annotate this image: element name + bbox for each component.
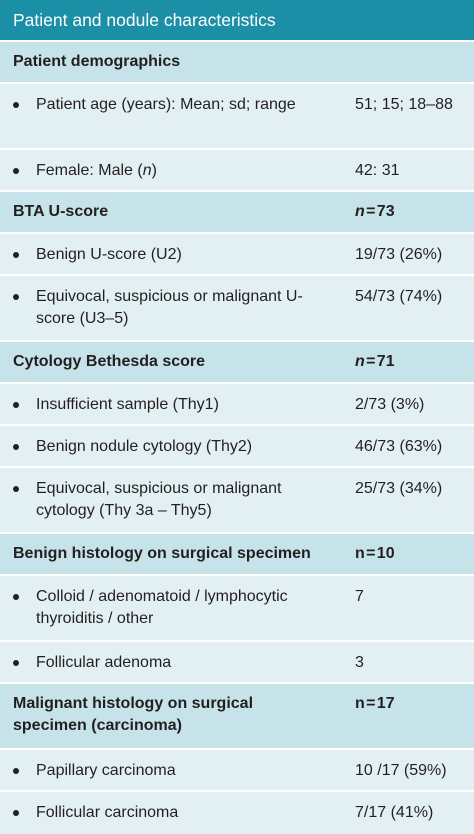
bullet-icon bbox=[10, 244, 36, 258]
row-value: 10 /17 (59%) bbox=[355, 762, 447, 779]
bullet-icon bbox=[10, 478, 36, 492]
bullet-icon bbox=[10, 286, 36, 300]
bullet-icon bbox=[10, 652, 36, 666]
section-header-bta-u-score: BTA U-score n = 73 bbox=[0, 192, 474, 234]
row-value: 42: 31 bbox=[355, 162, 400, 179]
table-row: Patient age (years): Mean; sd; range 51;… bbox=[0, 84, 474, 150]
table-row: Papillary carcinoma 10 /17 (59%) bbox=[0, 750, 474, 792]
row-value: n = 17 bbox=[355, 695, 395, 712]
section-header-malignant-histology: Malignant histology on surgical specimen… bbox=[0, 684, 474, 750]
row-label: Equivocal, suspicious or malignant U-sco… bbox=[36, 288, 303, 327]
table-row: Equivocal, suspicious or malignant U-sco… bbox=[0, 276, 474, 342]
bullet-icon bbox=[10, 760, 36, 774]
table-row: Female: Male (n) 42: 31 bbox=[0, 150, 474, 192]
row-value: n = 10 bbox=[355, 545, 395, 562]
bullet-icon bbox=[10, 394, 36, 408]
row-value: 25/73 (34%) bbox=[355, 480, 443, 497]
row-value: 46/73 (63%) bbox=[355, 438, 443, 455]
row-label: Benign U-score (U2) bbox=[36, 246, 182, 263]
bullet-icon bbox=[10, 586, 36, 600]
row-value: 54/73 (74%) bbox=[355, 288, 443, 305]
row-label: Follicular adenoma bbox=[36, 654, 172, 671]
row-value: 7/17 (41%) bbox=[355, 804, 434, 821]
row-label: Female: Male (n) bbox=[36, 162, 157, 179]
row-value: 51; 15; 18–88 bbox=[355, 96, 453, 113]
row-label: Benign histology on surgical specimen bbox=[13, 545, 311, 562]
row-label: Malignant histology on surgical specimen… bbox=[13, 695, 254, 734]
table-row: Insufficient sample (Thy1) 2/73 (3%) bbox=[0, 384, 474, 426]
table-title: Patient and nodule characteristics bbox=[0, 0, 474, 42]
bullet-icon bbox=[10, 160, 36, 174]
bullet-icon bbox=[10, 94, 36, 108]
bullet-icon bbox=[10, 802, 36, 816]
table-row: Equivocal, suspicious or malignant cytol… bbox=[0, 468, 474, 534]
row-value: 19/73 (26%) bbox=[355, 246, 443, 263]
row-label: Insufficient sample (Thy1) bbox=[36, 396, 219, 413]
row-value bbox=[342, 42, 474, 82]
section-header-demographics: Patient demographics bbox=[0, 42, 474, 84]
row-value: 7 bbox=[355, 588, 364, 605]
table-row: Benign nodule cytology (Thy2) 46/73 (63%… bbox=[0, 426, 474, 468]
row-value: n = 73 bbox=[355, 203, 395, 220]
row-label: Follicular carcinoma bbox=[36, 804, 179, 821]
row-value: n = 71 bbox=[355, 353, 395, 370]
table-row: Colloid / adenomatoid / lymphocytic thyr… bbox=[0, 576, 474, 642]
row-label: BTA U-score bbox=[13, 203, 109, 220]
section-header-cytology: Cytology Bethesda score n = 71 bbox=[0, 342, 474, 384]
table-row: Benign U-score (U2) 19/73 (26%) bbox=[0, 234, 474, 276]
row-label: Colloid / adenomatoid / lymphocytic thyr… bbox=[36, 588, 288, 627]
row-value: 3 bbox=[355, 654, 364, 671]
section-header-benign-histology: Benign histology on surgical specimen n … bbox=[0, 534, 474, 576]
table-row: Follicular carcinoma 7/17 (41%) bbox=[0, 792, 474, 834]
row-label: Patient demographics bbox=[13, 53, 181, 70]
row-label: Papillary carcinoma bbox=[36, 762, 176, 779]
row-value: 2/73 (3%) bbox=[355, 396, 425, 413]
bullet-icon bbox=[10, 436, 36, 450]
row-label: Equivocal, suspicious or malignant cytol… bbox=[36, 480, 282, 519]
row-label: Patient age (years): Mean; sd; range bbox=[36, 96, 296, 113]
row-label: Cytology Bethesda score bbox=[13, 353, 206, 370]
row-label: Benign nodule cytology (Thy2) bbox=[36, 438, 253, 455]
table-row: Follicular adenoma 3 bbox=[0, 642, 474, 684]
